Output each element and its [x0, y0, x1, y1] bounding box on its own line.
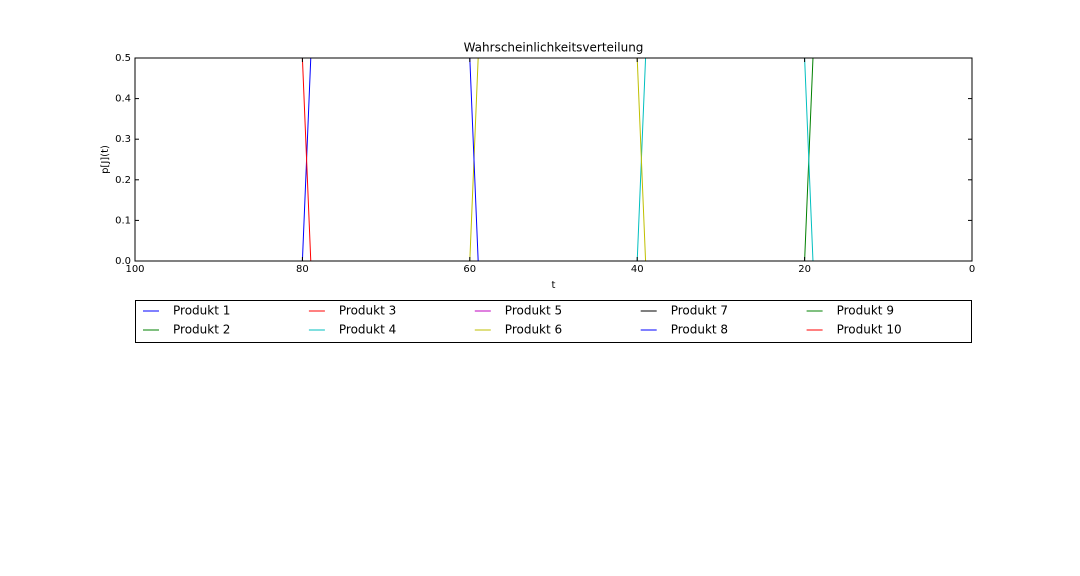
legend-label: Produkt 1: [173, 304, 230, 318]
legend-label: Produkt 5: [505, 304, 562, 318]
legend-box: [135, 300, 972, 343]
legend-label: Produkt 2: [173, 323, 230, 337]
x-tick-label: 100: [125, 264, 144, 275]
x-tick-label: 60: [463, 264, 476, 275]
y-tick-label: 0.5: [115, 53, 131, 64]
legend-label: Produkt 8: [671, 323, 728, 337]
legend-label: Produkt 7: [671, 304, 728, 318]
x-tick-label: 80: [296, 264, 309, 275]
legend-label: Produkt 4: [339, 323, 396, 337]
y-axis-label: p[J](t): [100, 145, 111, 174]
y-tick-label: 0.3: [115, 134, 131, 145]
chart-title: Wahrscheinlichkeitsverteilung: [464, 41, 644, 55]
x-tick-label: 40: [631, 264, 644, 275]
y-tick-label: 0.1: [115, 215, 131, 226]
x-tick-label: 20: [798, 264, 811, 275]
legend-label: Produkt 10: [837, 323, 902, 337]
series-line: [143, 58, 972, 261]
plot-lines: [143, 58, 972, 261]
series-line: [143, 58, 972, 261]
legend-label: Produkt 6: [505, 323, 562, 337]
plot-frame: [134, 57, 973, 262]
legend-label: Produkt 3: [339, 304, 396, 318]
x-axis-label: t: [552, 280, 556, 291]
y-tick-label: 0.4: [115, 94, 131, 105]
y-tick-label: 0.2: [115, 175, 131, 186]
legend-label: Produkt 9: [837, 304, 894, 318]
y-tick-label: 0.0: [115, 256, 131, 267]
x-tick-label: 0: [969, 264, 975, 275]
